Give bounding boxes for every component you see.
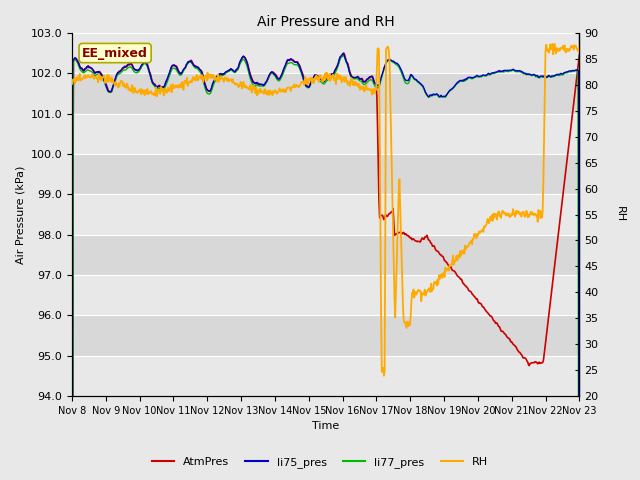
Bar	[72, 235, 579, 275]
li75_pres	[181, 65, 189, 71]
li75_pres	[340, 51, 348, 57]
Text: EE_mixed: EE_mixed	[82, 47, 148, 60]
Bar	[72, 356, 579, 396]
RH	[388, 160, 396, 166]
li77_pres	[388, 59, 396, 64]
Line: li75_pres: li75_pres	[72, 54, 579, 480]
AtmPres	[340, 50, 348, 56]
Y-axis label: RH: RH	[615, 206, 625, 223]
li75_pres	[77, 65, 85, 71]
AtmPres	[403, 231, 410, 237]
RH	[181, 78, 189, 84]
Bar	[72, 315, 579, 356]
RH	[551, 41, 559, 47]
RH	[208, 72, 216, 77]
Bar	[72, 33, 579, 73]
li75_pres	[388, 58, 396, 63]
AtmPres	[181, 66, 189, 72]
AtmPres	[575, 52, 583, 58]
RH	[403, 325, 410, 331]
li77_pres	[77, 68, 85, 74]
Bar	[72, 275, 579, 315]
li75_pres	[403, 77, 410, 83]
AtmPres	[208, 85, 216, 91]
AtmPres	[129, 65, 137, 71]
RH	[380, 373, 388, 379]
RH	[77, 76, 85, 82]
AtmPres	[77, 65, 85, 71]
AtmPres	[388, 210, 396, 216]
Bar	[72, 114, 579, 154]
li75_pres	[129, 65, 137, 71]
li77_pres	[339, 52, 347, 58]
li77_pres	[403, 81, 410, 86]
RH	[68, 81, 76, 87]
Bar	[72, 73, 579, 114]
RH	[575, 48, 583, 53]
Y-axis label: Air Pressure (kPa): Air Pressure (kPa)	[15, 165, 25, 264]
li77_pres	[181, 66, 189, 72]
X-axis label: Time: Time	[312, 421, 339, 432]
li77_pres	[208, 87, 216, 93]
li75_pres	[208, 84, 216, 90]
li77_pres	[129, 68, 137, 73]
Bar	[72, 154, 579, 194]
Line: AtmPres: AtmPres	[72, 53, 579, 480]
RH	[129, 90, 137, 96]
Line: RH: RH	[72, 44, 579, 376]
Line: li77_pres: li77_pres	[72, 55, 579, 480]
Bar	[72, 194, 579, 235]
Legend: AtmPres, li75_pres, li77_pres, RH: AtmPres, li75_pres, li77_pres, RH	[147, 452, 493, 472]
Title: Air Pressure and RH: Air Pressure and RH	[257, 15, 394, 29]
